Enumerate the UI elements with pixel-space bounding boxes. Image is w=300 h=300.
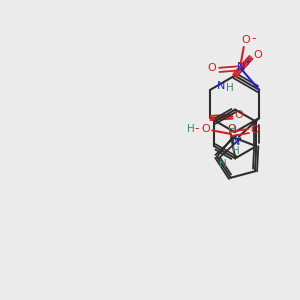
Text: +: + — [243, 57, 251, 67]
Text: O: O — [228, 124, 237, 134]
Text: N: N — [218, 81, 226, 91]
Text: N: N — [232, 137, 240, 147]
Text: H: H — [228, 125, 236, 135]
Text: O: O — [201, 124, 210, 134]
Text: O: O — [251, 124, 260, 134]
Text: H: H — [232, 146, 240, 157]
Text: H: H — [219, 159, 227, 169]
Text: O: O — [242, 35, 250, 46]
Text: H: H — [226, 83, 234, 93]
Text: O: O — [253, 50, 262, 60]
Text: -: - — [252, 32, 256, 45]
Text: O: O — [235, 110, 244, 120]
Text: H: H — [187, 124, 195, 134]
Text: N: N — [236, 62, 245, 72]
Text: O: O — [208, 63, 216, 74]
Text: -: - — [195, 122, 199, 135]
